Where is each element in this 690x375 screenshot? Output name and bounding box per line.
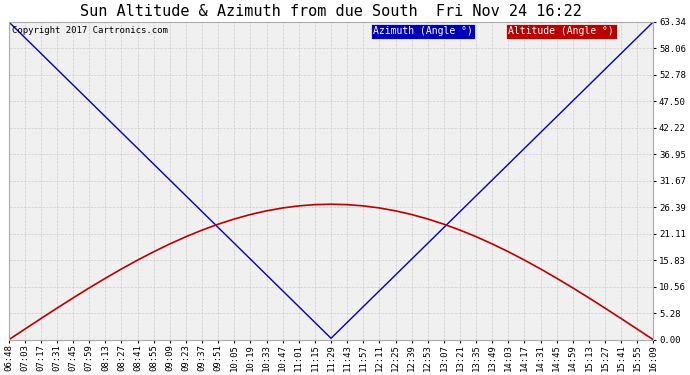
- Title: Sun Altitude & Azimuth from due South  Fri Nov 24 16:22: Sun Altitude & Azimuth from due South Fr…: [80, 4, 582, 19]
- Text: Altitude (Angle °): Altitude (Angle °): [509, 27, 614, 36]
- Text: Azimuth (Angle °): Azimuth (Angle °): [373, 27, 473, 36]
- Text: Copyright 2017 Cartronics.com: Copyright 2017 Cartronics.com: [12, 27, 168, 36]
